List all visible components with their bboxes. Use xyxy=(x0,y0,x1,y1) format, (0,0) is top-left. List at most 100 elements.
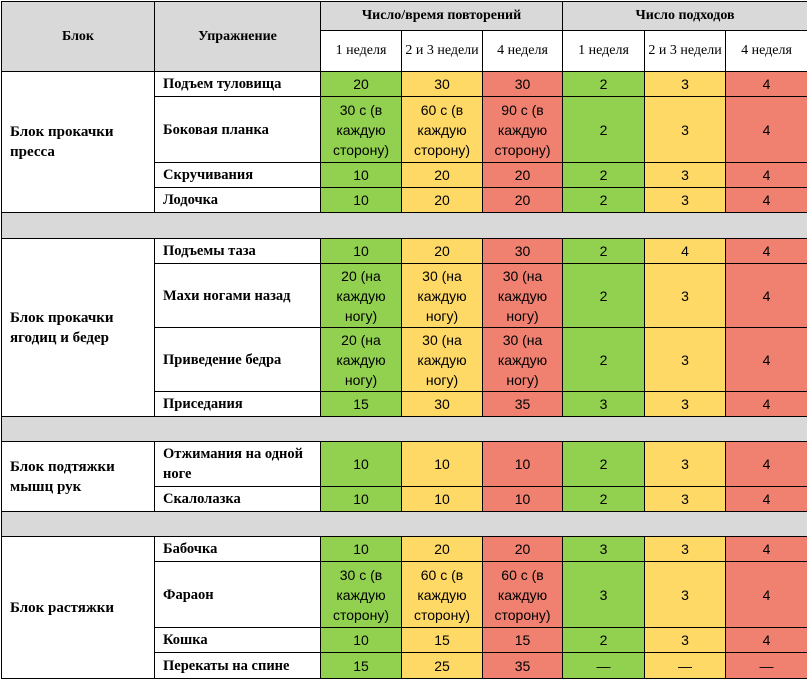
reps-week-2-3: 20 xyxy=(402,188,483,213)
sets-week-1: 3 xyxy=(563,537,645,562)
sets-week-2-3: 3 xyxy=(645,562,726,628)
reps-week-1: 10 xyxy=(321,239,402,264)
exercise-name: Перекаты на спине xyxy=(155,653,321,679)
exercise-name: Фараон xyxy=(155,562,321,628)
reps-week-1: 15 xyxy=(321,392,402,417)
reps-week-2-3: 60 с (в каждую сторону) xyxy=(402,97,483,163)
sets-week-4: 4 xyxy=(726,442,807,487)
header-exercise: Упражнение xyxy=(155,2,321,72)
sets-week-1: — xyxy=(563,653,645,679)
exercise-name: Скалолазка xyxy=(155,487,321,512)
sets-week-2-3: 3 xyxy=(645,487,726,512)
reps-week-1: 10 xyxy=(321,442,402,487)
reps-week-1: 10 xyxy=(321,628,402,653)
reps-week-1: 30 с (в каждую сторону) xyxy=(321,562,402,628)
reps-week-1: 10 xyxy=(321,188,402,213)
reps-week-1: 10 xyxy=(321,487,402,512)
reps-week-4: 20 xyxy=(483,188,563,213)
reps-week-2-3: 30 xyxy=(402,392,483,417)
table-row: Блок прокачки пресса Подъем туловища 20 … xyxy=(2,72,807,97)
sets-week-4: — xyxy=(726,653,807,679)
header-reps-week-2-3: 2 и 3 недели xyxy=(402,31,483,72)
block-name: Блок растяжки xyxy=(2,537,155,679)
reps-week-4: 60 с (в каждую сторону) xyxy=(483,562,563,628)
sets-week-4: 4 xyxy=(726,537,807,562)
sets-week-2-3: 3 xyxy=(645,328,726,392)
sets-week-1: 2 xyxy=(563,442,645,487)
sets-week-2-3: 3 xyxy=(645,97,726,163)
reps-week-2-3: 10 xyxy=(402,487,483,512)
sets-week-2-3: 4 xyxy=(645,239,726,264)
reps-week-2-3: 15 xyxy=(402,628,483,653)
exercise-name: Махи ногами назад xyxy=(155,264,321,328)
reps-week-1: 30 с (в каждую сторону) xyxy=(321,97,402,163)
reps-week-4: 30 xyxy=(483,72,563,97)
reps-week-4: 20 xyxy=(483,163,563,188)
sets-week-2-3: 3 xyxy=(645,442,726,487)
reps-week-2-3: 25 xyxy=(402,653,483,679)
reps-week-2-3: 20 xyxy=(402,239,483,264)
sets-week-2-3: 3 xyxy=(645,392,726,417)
sets-week-4: 4 xyxy=(726,72,807,97)
sets-week-4: 4 xyxy=(726,163,807,188)
header-row-groups: Блок Упражнение Число/время повторений Ч… xyxy=(2,2,807,31)
header-sets-week-4: 4 неделя xyxy=(726,31,807,72)
sets-week-1: 3 xyxy=(563,392,645,417)
table-row: Блок растяжки Бабочка 10 20 20 3 3 4 xyxy=(2,537,807,562)
reps-week-1: 20 (на каждую ногу) xyxy=(321,264,402,328)
sets-week-1: 2 xyxy=(563,163,645,188)
sets-week-2-3: 3 xyxy=(645,537,726,562)
sets-week-2-3: 3 xyxy=(645,628,726,653)
sets-week-1: 3 xyxy=(563,562,645,628)
reps-week-4: 30 (на каждую ногу) xyxy=(483,328,563,392)
sets-week-1: 2 xyxy=(563,188,645,213)
sets-week-4: 4 xyxy=(726,487,807,512)
exercise-name: Приседания xyxy=(155,392,321,417)
sets-week-4: 4 xyxy=(726,328,807,392)
exercise-name: Подъем туловища xyxy=(155,72,321,97)
exercise-name: Бабочка xyxy=(155,537,321,562)
sets-week-1: 2 xyxy=(563,239,645,264)
exercise-name: Приведение бедра xyxy=(155,328,321,392)
reps-week-2-3: 20 xyxy=(402,163,483,188)
sets-week-1: 2 xyxy=(563,72,645,97)
reps-week-1: 10 xyxy=(321,163,402,188)
exercise-name: Подъемы таза xyxy=(155,239,321,264)
sets-week-1: 2 xyxy=(563,328,645,392)
reps-week-1: 20 (на каждую ногу) xyxy=(321,328,402,392)
sets-week-1: 2 xyxy=(563,97,645,163)
header-reps-week-1: 1 неделя xyxy=(321,31,402,72)
reps-week-4: 15 xyxy=(483,628,563,653)
block-name: Блок подтяжки мышц рук xyxy=(2,442,155,512)
sets-week-4: 4 xyxy=(726,188,807,213)
separator-cell xyxy=(2,512,807,537)
reps-week-1: 10 xyxy=(321,537,402,562)
header-sets-week-1: 1 неделя xyxy=(563,31,645,72)
sets-week-1: 2 xyxy=(563,628,645,653)
separator-row xyxy=(2,213,807,239)
reps-week-4: 30 xyxy=(483,239,563,264)
reps-week-2-3: 10 xyxy=(402,442,483,487)
reps-week-4: 35 xyxy=(483,653,563,679)
separator-cell xyxy=(2,213,807,239)
sets-week-2-3: 3 xyxy=(645,72,726,97)
header-reps-week-4: 4 неделя xyxy=(483,31,563,72)
header-reps-group: Число/время повторений xyxy=(321,2,563,31)
sets-week-4: 4 xyxy=(726,97,807,163)
reps-week-2-3: 30 (на каждую ногу) xyxy=(402,264,483,328)
header-sets-group: Число подходов xyxy=(563,2,807,31)
reps-week-4: 30 (на каждую ногу) xyxy=(483,264,563,328)
exercise-name: Скручивания xyxy=(155,163,321,188)
sets-week-1: 2 xyxy=(563,264,645,328)
reps-week-4: 90 с (в каждую сторону) xyxy=(483,97,563,163)
sets-week-2-3: — xyxy=(645,653,726,679)
header-block: Блок xyxy=(2,2,155,72)
sets-week-4: 4 xyxy=(726,562,807,628)
exercise-name: Лодочка xyxy=(155,188,321,213)
exercise-name: Боковая планка xyxy=(155,97,321,163)
reps-week-1: 15 xyxy=(321,653,402,679)
sets-week-4: 4 xyxy=(726,392,807,417)
sets-week-4: 4 xyxy=(726,628,807,653)
table-row: Блок прокачки ягодиц и бедер Подъемы таз… xyxy=(2,239,807,264)
